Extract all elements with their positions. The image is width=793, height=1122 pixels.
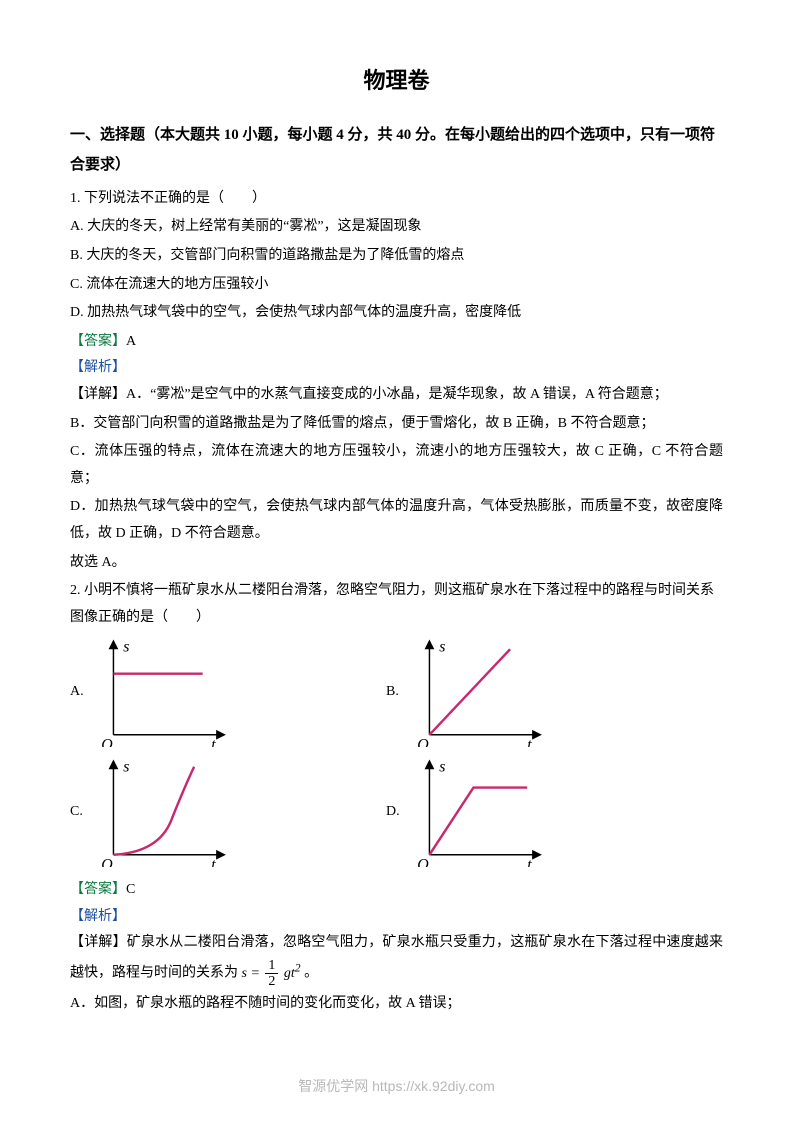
svg-text:O: O: [417, 737, 429, 748]
svg-text:O: O: [101, 857, 113, 868]
q2-label-a: A.: [70, 679, 96, 706]
formula-lhs: s =: [242, 966, 260, 981]
q2-answer-value: C: [126, 882, 135, 897]
q1-opt-d: D. 加热热气球气袋中的空气，会使热气球内部气体的温度升高，密度降低: [70, 300, 723, 327]
svg-text:O: O: [417, 857, 429, 868]
q1-answer-line: 【答案】A: [70, 329, 723, 356]
q1-detail-2: C．流体压强的特点，流体在流速大的地方压强较小，流速小的地方压强较大，故 C 正…: [70, 439, 723, 492]
q2-graph-row-2: C. s t O D. s t O: [70, 757, 723, 867]
fraction: 1 2: [265, 958, 278, 990]
q2-chart-b: s t O: [412, 637, 552, 747]
q1-opt-a: A. 大庆的冬天，树上经常有美丽的“雾凇”，这是凝固现象: [70, 214, 723, 241]
q2-answer-line: 【答案】C: [70, 877, 723, 904]
answer-label: 【答案】: [70, 334, 126, 349]
q2-detail-a: A．如图，矿泉水瓶的路程不随时间的变化而变化，故 A 错误；: [70, 991, 723, 1018]
q2-label-d: D.: [386, 799, 412, 826]
svg-text:t: t: [527, 857, 532, 868]
q1-detail-0: 【详解】A．“雾凇”是空气中的水蒸气直接变成的小冰晶，是凝华现象，故 A 错误，…: [70, 382, 723, 409]
axis-origin-label: O: [101, 737, 113, 748]
q1-stem: 1. 下列说法不正确的是（ ）: [70, 186, 723, 213]
q1-detail-1: B．交管部门向积雪的道路撒盐是为了降低雪的熔点，便于雪熔化，故 B 正确，B 不…: [70, 411, 723, 438]
section-header: 一、选择题（本大题共 10 小题，每小题 4 分，共 40 分。在每小题给出的四…: [70, 120, 723, 180]
q2-detail-formula: 【详解】矿泉水从二楼阳台滑落，忽略空气阻力，矿泉水瓶只受重力，这瓶矿泉水在下落过…: [70, 930, 723, 989]
q1-analysis-label: 【解析】: [70, 355, 723, 382]
q2-stem: 2. 小明不慎将一瓶矿泉水从二楼阳台滑落，忽略空气阻力，则这瓶矿泉水在下落过程中…: [70, 578, 723, 631]
svg-text:t: t: [211, 857, 216, 868]
svg-text:s: s: [439, 759, 445, 776]
q1-opt-c: C. 流体在流速大的地方压强较小: [70, 272, 723, 299]
q2-chart-d: s t O: [412, 757, 552, 867]
q1-detail-3: D．加热热气球气袋中的空气，会使热气球内部气体的温度升高，气体受热膨胀，而质量不…: [70, 494, 723, 547]
axis-x-label: t: [211, 737, 216, 748]
q2-label-c: C.: [70, 799, 96, 826]
q2-graph-row-1: A. s t O B. s t O: [70, 637, 723, 747]
svg-text:s: s: [439, 639, 445, 656]
svg-text:s: s: [123, 759, 129, 776]
answer-label: 【答案】: [70, 882, 126, 897]
q2-analysis-label: 【解析】: [70, 904, 723, 931]
q1-answer-value: A: [126, 334, 136, 349]
axis-y-label: s: [123, 639, 129, 656]
q1-detail-4: 故选 A。: [70, 550, 723, 577]
formula-sup: 2: [295, 961, 301, 974]
q1-opt-b: B. 大庆的冬天，交管部门向积雪的道路撒盐是为了降低雪的熔点: [70, 243, 723, 270]
formula-rhs: gt: [284, 966, 295, 981]
fraction-den: 2: [265, 974, 278, 989]
fraction-num: 1: [265, 958, 278, 974]
page-title: 物理卷: [70, 60, 723, 102]
q2-detail-pre: 【详解】矿泉水从二楼阳台滑落，忽略空气阻力，矿泉水瓶只受重力，这瓶矿泉水在下落过…: [70, 935, 723, 980]
formula: s = 1 2 gt2: [242, 966, 305, 981]
formula-tail: 。: [304, 966, 318, 981]
q2-chart-c: s t O: [96, 757, 236, 867]
watermark: 智源优学网 https://xk.92diy.com: [0, 1073, 793, 1100]
svg-text:t: t: [527, 737, 532, 748]
q2-label-b: B.: [386, 679, 412, 706]
q2-chart-a: s t O: [96, 637, 236, 747]
